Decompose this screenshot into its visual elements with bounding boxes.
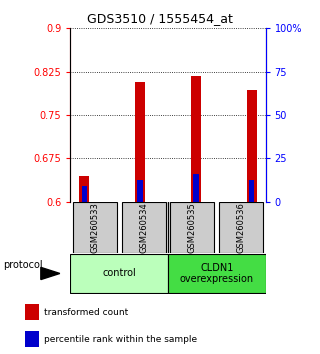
Text: CLDN1
overexpression: CLDN1 overexpression [180,263,254,284]
Bar [137,180,143,202]
Text: GSM260536: GSM260536 [237,202,246,253]
Text: GDS3510 / 1555454_at: GDS3510 / 1555454_at [87,12,233,25]
Bar [135,81,145,202]
Text: control: control [102,268,136,279]
Bar [249,180,254,202]
Text: GSM260533: GSM260533 [90,202,99,253]
Text: transformed count: transformed count [44,308,128,316]
Bar [82,185,87,202]
Bar [193,174,199,202]
Text: protocol: protocol [4,259,43,269]
Bar [219,202,263,253]
Bar [25,331,39,347]
Bar [191,76,201,202]
Bar [79,176,89,202]
Text: GSM260534: GSM260534 [139,202,148,253]
Bar [122,202,165,253]
Text: GSM260535: GSM260535 [188,202,197,253]
Polygon shape [41,267,60,280]
Bar [247,90,257,202]
Bar [171,202,214,253]
Bar [25,304,39,320]
Bar [73,202,117,253]
Bar [70,254,168,293]
Bar [168,254,266,293]
Text: percentile rank within the sample: percentile rank within the sample [44,335,197,344]
